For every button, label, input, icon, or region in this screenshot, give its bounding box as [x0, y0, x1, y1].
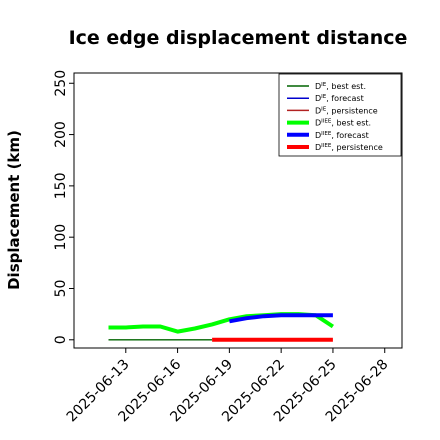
x-axis: 2025-06-132025-06-162025-06-192025-06-22…	[64, 348, 392, 425]
plot-frame	[73, 72, 403, 349]
y-tick-label: 50	[53, 280, 69, 298]
legend-entry-label: DIIEE, best est.	[315, 119, 371, 128]
y-tick-label: 150	[53, 173, 69, 200]
legend-entry-label: DIIEE, persistence	[315, 143, 383, 152]
plot-area	[108, 312, 334, 342]
legend-entry-label: DIIEE, forecast	[315, 131, 369, 140]
y-tick-label: 250	[53, 70, 69, 97]
y-tick-label: 100	[53, 224, 69, 251]
y-tick-label: 200	[53, 121, 69, 148]
legend-box	[278, 73, 402, 157]
y-tick-label: 0	[53, 335, 69, 344]
legend: DIE, best est. DIE, forecast DIE, persiste…	[278, 73, 402, 157]
chart-title: Ice edge displacement distance	[69, 27, 408, 49]
legend-entry-label: DIE, forecast	[315, 94, 364, 103]
y-axis: 0 50 100 150 200 250	[53, 70, 74, 344]
legend-entry-label: DIE, persistence	[315, 106, 378, 115]
legend-entry-label: DIE, best est.	[315, 82, 366, 91]
series-line-4	[229, 313, 333, 324]
y-axis-label: Displacement (km)	[5, 130, 23, 290]
